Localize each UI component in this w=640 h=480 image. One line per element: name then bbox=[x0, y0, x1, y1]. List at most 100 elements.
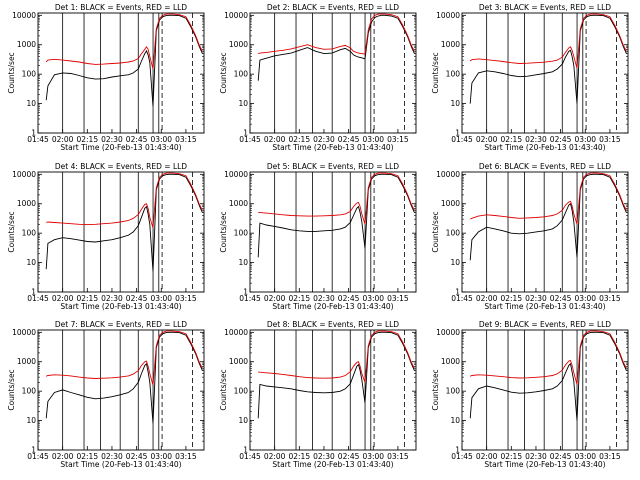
x-tick-label: 02:45 bbox=[338, 452, 360, 461]
x-tick-label: 02:30 bbox=[313, 135, 335, 144]
y-tick-label: 10000 bbox=[12, 170, 36, 179]
y-tick-label: 1000 bbox=[17, 199, 36, 208]
y-tick-label: 1 bbox=[243, 446, 248, 455]
y-tick-label: 10000 bbox=[224, 170, 248, 179]
panel-title: Det 3: BLACK = Events, RED = LLD bbox=[479, 3, 611, 12]
series-line-lld bbox=[469, 13, 627, 69]
x-tick-label: 02:30 bbox=[525, 135, 547, 144]
x-tick-label: 02:15 bbox=[288, 452, 310, 461]
detector-panel-1: Det 1: BLACK = Events, RED = LLD 1 10 100 10… bbox=[7, 3, 205, 152]
x-tick-label: 01:45 bbox=[27, 452, 49, 461]
x-axis-label: Start Time (20-Feb-13 01:43:40) bbox=[484, 460, 605, 469]
x-tick-label: 02:00 bbox=[476, 294, 498, 303]
x-tick-label: 02:15 bbox=[76, 294, 98, 303]
y-tick-label: 1000 bbox=[441, 40, 460, 49]
x-tick-label: 02:00 bbox=[264, 135, 286, 144]
detector-panel-3: Det 3: BLACK = Events, RED = LLD 1 10 100 10… bbox=[431, 3, 629, 152]
panel-title: Det 2: BLACK = Events, RED = LLD bbox=[267, 3, 399, 12]
plot-frame bbox=[461, 329, 629, 451]
x-axis-label: Start Time (20-Feb-13 01:43:40) bbox=[272, 460, 393, 469]
y-axis-label: Counts/sec bbox=[219, 211, 228, 252]
x-axis-label: Start Time (20-Feb-13 01:43:40) bbox=[484, 302, 605, 311]
y-tick-label: 1 bbox=[31, 446, 36, 455]
y-tick-label: 10000 bbox=[224, 11, 248, 20]
y-tick-label: 1 bbox=[455, 129, 460, 138]
detector-panel-6: Det 6: BLACK = Events, RED = LLD 1 10 100 10… bbox=[431, 162, 629, 311]
x-axis-label: Start Time (20-Feb-13 01:43:40) bbox=[60, 460, 181, 469]
y-tick-label: 10 bbox=[238, 416, 248, 425]
x-tick-label: 02:15 bbox=[500, 135, 522, 144]
y-tick-label: 10 bbox=[238, 99, 248, 108]
x-tick-label: 02:15 bbox=[500, 294, 522, 303]
y-tick-label: 10000 bbox=[224, 328, 248, 337]
x-tick-label: 03:15 bbox=[599, 452, 621, 461]
series-line-lld bbox=[45, 13, 203, 70]
y-axis-label: Counts/sec bbox=[7, 52, 16, 93]
x-tick-label: 02:45 bbox=[126, 135, 148, 144]
y-axis-label: Counts/sec bbox=[431, 52, 440, 93]
x-tick-label: 03:00 bbox=[574, 135, 596, 144]
y-tick-label: 1000 bbox=[441, 199, 460, 208]
series-line-events bbox=[469, 14, 627, 104]
y-tick-label: 1000 bbox=[17, 357, 36, 366]
x-tick-label: 02:00 bbox=[264, 452, 286, 461]
plot-frame bbox=[37, 12, 205, 134]
y-tick-label: 10 bbox=[26, 99, 36, 108]
x-tick-label: 02:30 bbox=[313, 294, 335, 303]
x-tick-label: 02:00 bbox=[264, 294, 286, 303]
x-tick-label: 02:45 bbox=[126, 452, 148, 461]
x-axis-label: Start Time (20-Feb-13 01:43:40) bbox=[272, 143, 393, 152]
y-tick-label: 100 bbox=[22, 387, 37, 396]
x-axis-label: Start Time (20-Feb-13 01:43:40) bbox=[60, 143, 181, 152]
x-tick-label: 03:15 bbox=[599, 135, 621, 144]
series-line-lld bbox=[258, 172, 415, 225]
y-tick-label: 1000 bbox=[17, 40, 36, 49]
x-tick-label: 02:45 bbox=[550, 294, 572, 303]
x-tick-label: 01:45 bbox=[451, 294, 473, 303]
x-tick-label: 02:15 bbox=[500, 452, 522, 461]
x-tick-label: 03:15 bbox=[175, 135, 197, 144]
y-axis-label: Counts/sec bbox=[219, 52, 228, 93]
y-tick-label: 1 bbox=[243, 288, 248, 297]
y-tick-label: 100 bbox=[446, 387, 461, 396]
x-tick-label: 02:30 bbox=[313, 452, 335, 461]
y-tick-label: 100 bbox=[22, 229, 37, 238]
x-tick-label: 02:45 bbox=[126, 294, 148, 303]
x-axis-label: Start Time (20-Feb-13 01:43:40) bbox=[484, 143, 605, 152]
panel-title: Det 4: BLACK = Events, RED = LLD bbox=[55, 162, 187, 171]
plot-frame bbox=[461, 171, 629, 293]
x-tick-label: 02:45 bbox=[550, 135, 572, 144]
series-line-lld bbox=[46, 172, 203, 229]
y-axis-label: Counts/sec bbox=[219, 369, 228, 410]
x-tick-label: 03:00 bbox=[362, 452, 384, 461]
plot-frame bbox=[37, 329, 205, 451]
x-tick-label: 01:45 bbox=[27, 135, 49, 144]
series-line-lld bbox=[258, 13, 415, 55]
plot-frame bbox=[37, 171, 205, 293]
x-tick-label: 02:15 bbox=[288, 135, 310, 144]
y-tick-label: 10000 bbox=[436, 328, 460, 337]
x-tick-label: 03:00 bbox=[574, 452, 596, 461]
x-tick-label: 02:15 bbox=[288, 294, 310, 303]
x-tick-label: 03:00 bbox=[362, 294, 384, 303]
y-tick-label: 100 bbox=[234, 70, 249, 79]
series-line-lld bbox=[470, 330, 627, 385]
x-tick-label: 01:45 bbox=[239, 452, 261, 461]
x-tick-label: 03:15 bbox=[599, 294, 621, 303]
y-tick-label: 10000 bbox=[436, 170, 460, 179]
x-tick-label: 01:45 bbox=[451, 135, 473, 144]
x-tick-label: 01:45 bbox=[239, 135, 261, 144]
series-line-events bbox=[45, 331, 203, 424]
series-line-events bbox=[257, 14, 415, 81]
y-axis-label: Counts/sec bbox=[431, 369, 440, 410]
panel-title: Det 9: BLACK = Events, RED = LLD bbox=[479, 320, 611, 329]
x-tick-label: 03:15 bbox=[175, 294, 197, 303]
detector-panel-7: Det 7: BLACK = Events, RED = LLD 1 10 100 10… bbox=[7, 320, 205, 469]
plot-frame bbox=[249, 12, 417, 134]
x-tick-label: 03:15 bbox=[387, 294, 409, 303]
panel-title: Det 6: BLACK = Events, RED = LLD bbox=[479, 162, 611, 171]
series-line-events bbox=[469, 331, 627, 421]
plot-frame bbox=[249, 329, 417, 451]
